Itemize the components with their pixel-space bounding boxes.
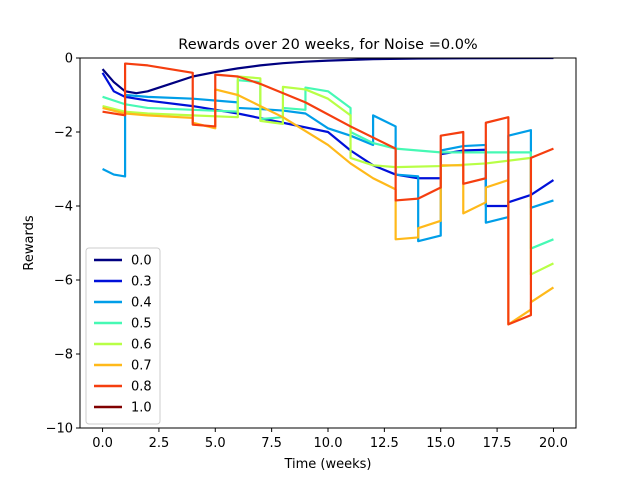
y-tick-label: −10 [46, 422, 73, 437]
legend-label-0.0: 0.0 [131, 254, 152, 269]
y-tick-label: −8 [54, 348, 73, 363]
legend-label-0.3: 0.3 [131, 275, 152, 290]
x-tick-label: 5.0 [205, 436, 226, 451]
x-tick-label: 10.0 [314, 436, 343, 451]
x-tick-label: 17.5 [483, 436, 512, 451]
series-line-0.8 [102, 62, 554, 326]
y-tick-label: −4 [54, 200, 73, 215]
legend-label-0.6: 0.6 [131, 338, 152, 353]
series-line-0.4 [102, 93, 554, 243]
legend-box [85, 247, 161, 425]
y-axis: 0 −2 −4 −6 −8 −10 [46, 52, 80, 437]
legend: 0.0 0.3 0.4 0.5 0.6 0.7 0.8 1.0 [85, 247, 161, 425]
x-axis: 0.0 2.5 5.0 7.5 10.0 12.5 15.0 17.5 20.0 [92, 428, 568, 451]
x-tick-label: 0.0 [92, 436, 113, 451]
series-line-0.0 [101, 58, 554, 95]
legend-label-0.5: 0.5 [131, 317, 152, 332]
legend-label-0.8: 0.8 [131, 380, 152, 395]
x-tick-label: 20.0 [539, 436, 568, 451]
y-tick-label: −6 [54, 274, 73, 289]
x-tick-label: 7.5 [261, 436, 282, 451]
series-line-0.6 [102, 75, 554, 276]
x-tick-label: 2.5 [149, 436, 170, 451]
legend-label-0.7: 0.7 [131, 359, 152, 374]
x-tick-label: 15.0 [426, 436, 455, 451]
chart-title: Rewards over 20 weeks, for Noise =0.0% [178, 37, 477, 53]
x-axis-label: Time (weeks) [283, 457, 371, 472]
x-tick-label: 12.5 [370, 436, 399, 451]
legend-label-0.4: 0.4 [131, 296, 152, 311]
y-axis-label: Rewards [22, 215, 37, 270]
y-tick-label: −2 [54, 126, 73, 141]
y-tick-label: 0 [65, 52, 73, 67]
legend-label-1.0: 1.0 [131, 401, 152, 416]
